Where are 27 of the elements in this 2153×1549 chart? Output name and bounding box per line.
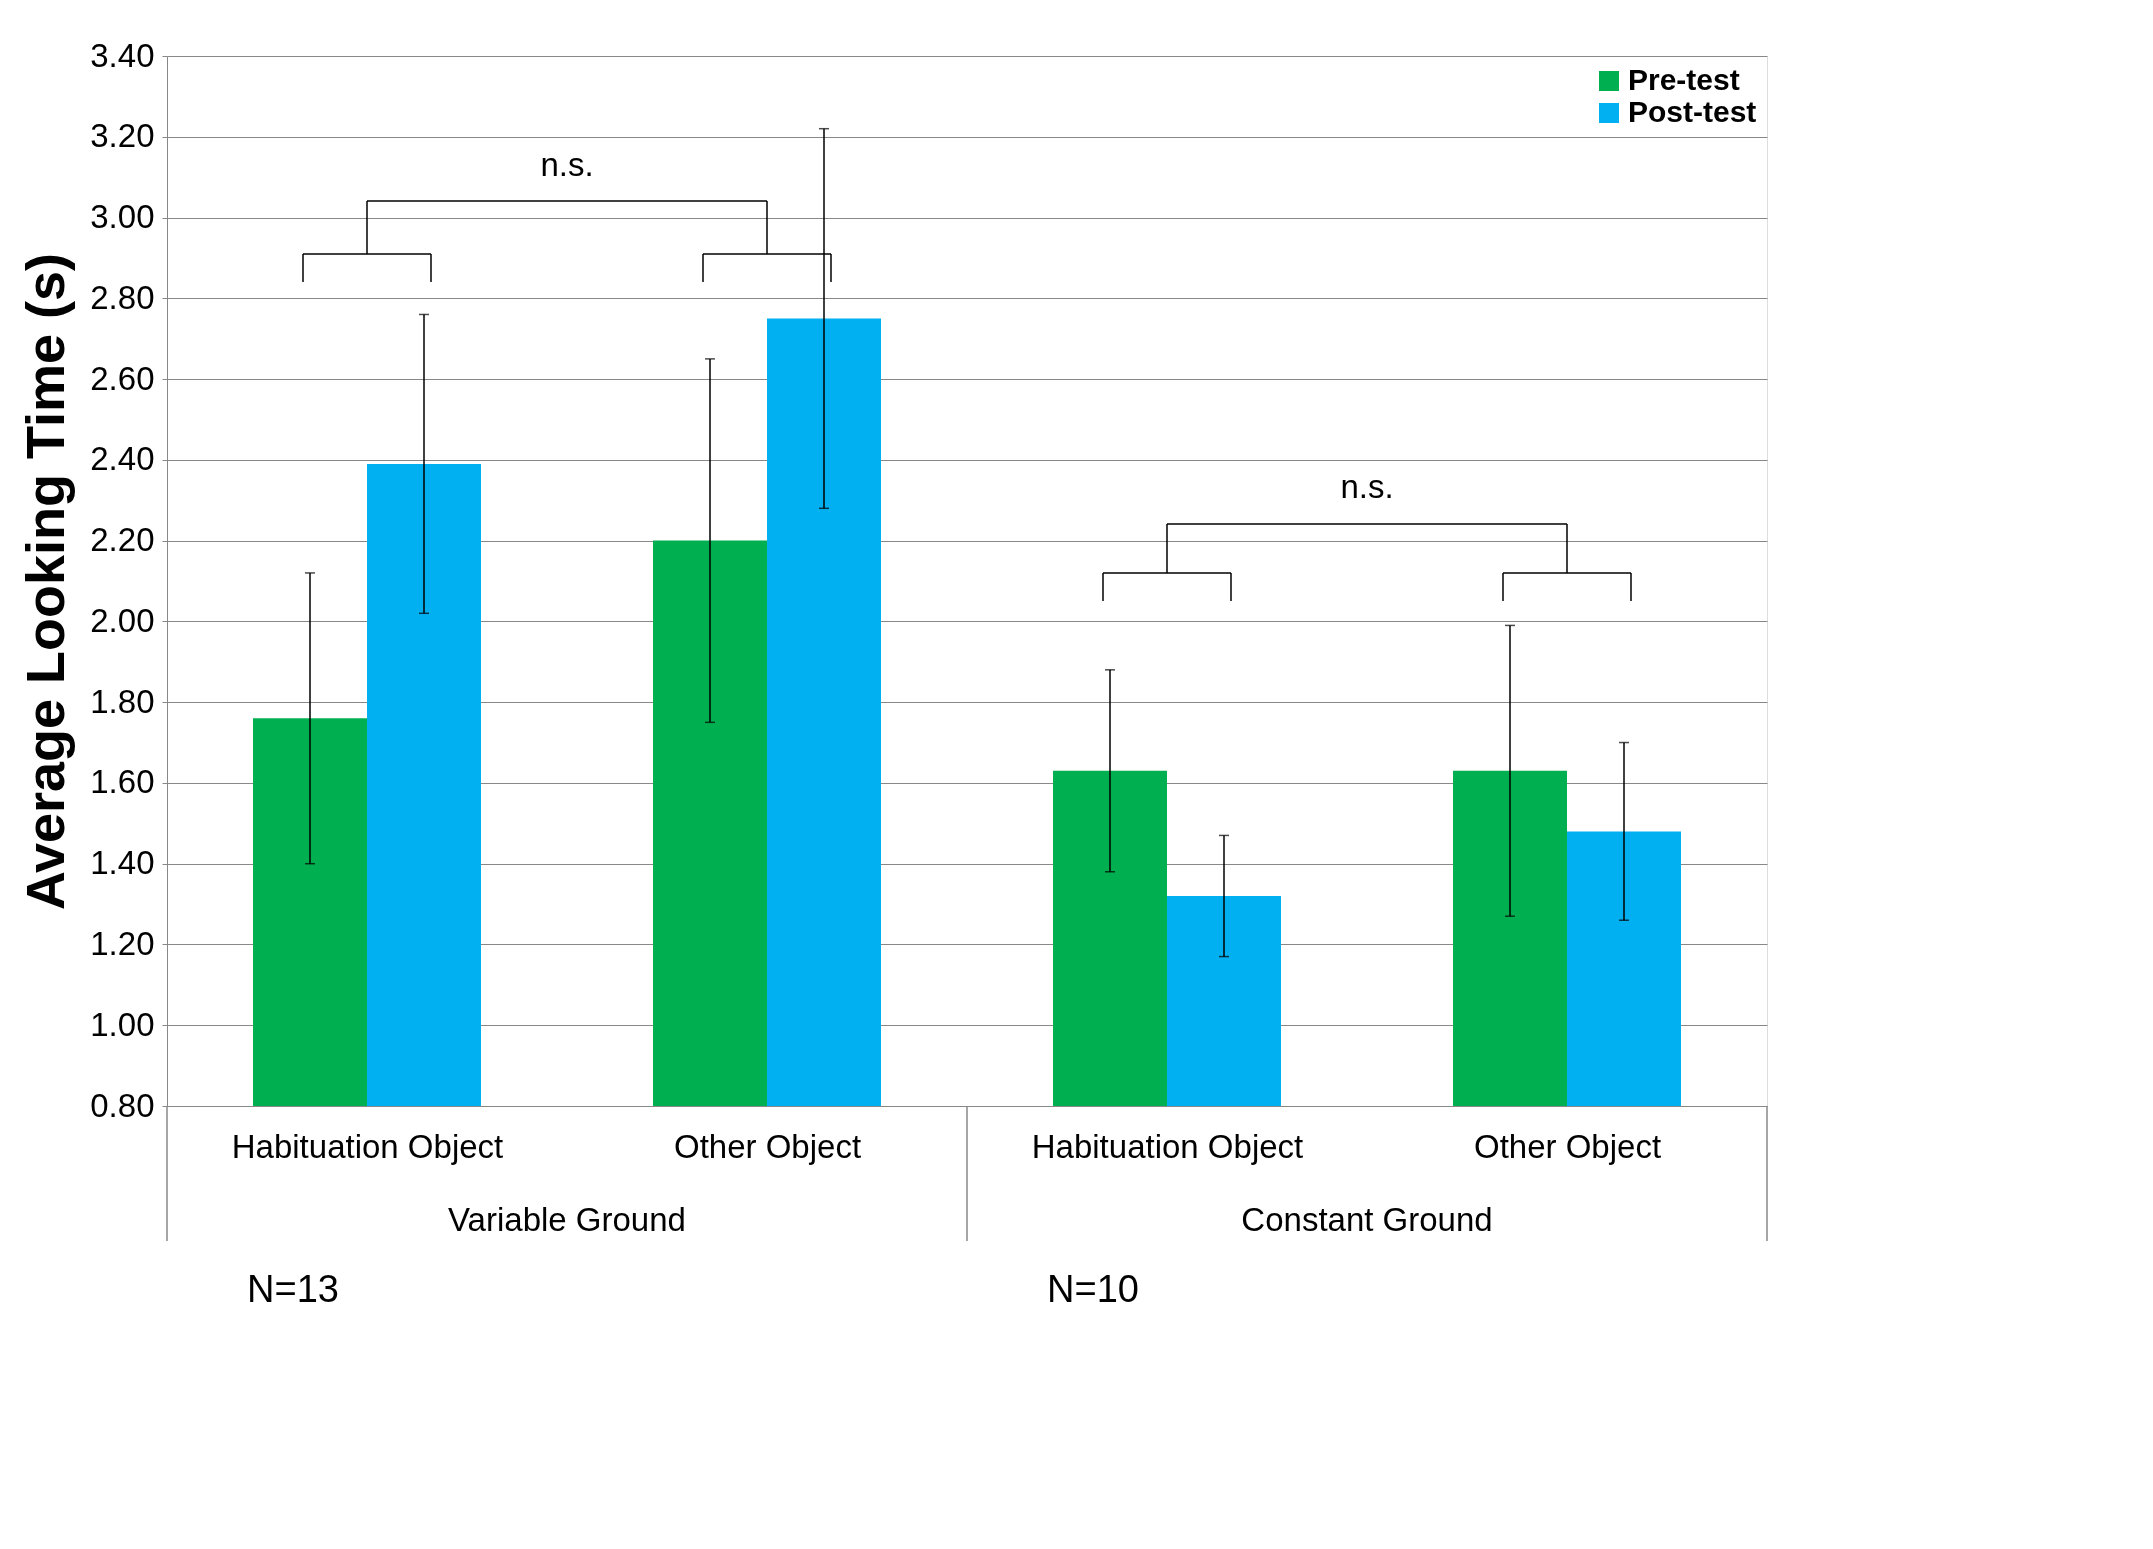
x-tick-label: Habituation Object — [231, 1127, 504, 1165]
x-tick-label: Other Object — [673, 1127, 862, 1165]
x-tick-label: Other Object — [1473, 1127, 1662, 1165]
legend-label: Post-test — [1628, 95, 1757, 128]
y-tick-label: 2.60 — [90, 359, 155, 397]
y-tick-label: 3.40 — [90, 36, 155, 74]
y-tick-label: 3.20 — [90, 117, 155, 155]
y-tick-label: 0.80 — [90, 1086, 155, 1124]
y-tick-label: 2.00 — [90, 601, 155, 639]
text: Variable Ground — [448, 1201, 686, 1238]
y-tick-label: 2.80 — [90, 278, 155, 316]
y-tick-label: 1.40 — [90, 844, 155, 882]
y-axis-title: Average Looking Time (s) — [15, 252, 76, 911]
legend-label: Pre-test — [1628, 63, 1740, 96]
annotation: n.s. — [1340, 468, 1394, 505]
text: N=13 — [247, 1268, 339, 1310]
text: N=10 — [1047, 1268, 1139, 1310]
y-tick-label: 2.40 — [90, 440, 155, 478]
text: Constant Ground — [1241, 1201, 1493, 1238]
y-tick-label: 1.80 — [90, 682, 155, 720]
y-tick-label: 1.60 — [90, 763, 155, 801]
y-tick-label: 1.00 — [90, 1005, 155, 1043]
x-tick-label: Habituation Object — [1031, 1127, 1304, 1165]
y-tick-label: 3.00 — [90, 198, 155, 236]
y-tick-label: 2.20 — [90, 521, 155, 559]
annotation: n.s. — [540, 146, 594, 183]
y-tick-label: 1.20 — [90, 924, 155, 962]
